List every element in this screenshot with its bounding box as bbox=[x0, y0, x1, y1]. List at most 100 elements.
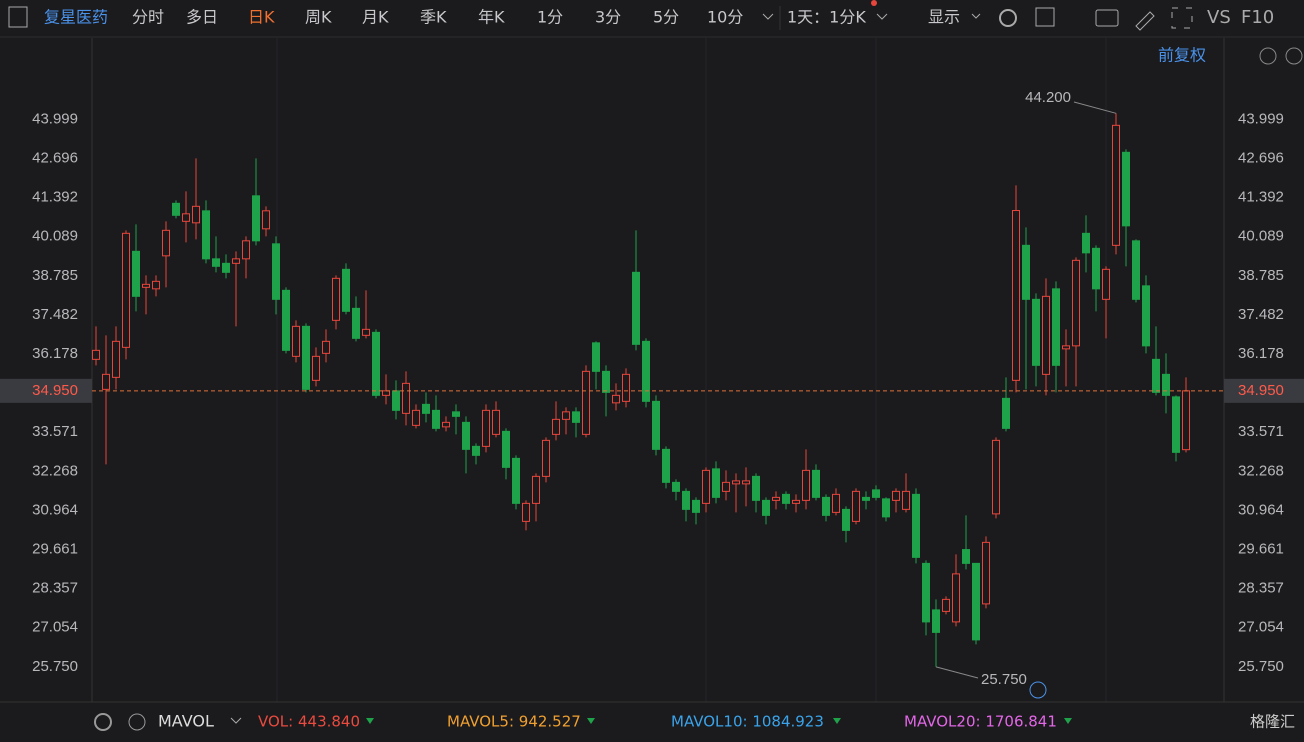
dropdown-arrow bbox=[762, 13, 774, 20]
candle-body bbox=[682, 490, 690, 510]
tab[interactable]: 10分 bbox=[707, 8, 743, 27]
candle-body bbox=[632, 271, 640, 345]
candle-body bbox=[182, 213, 190, 222]
y-tick-label: 25.750 bbox=[32, 658, 78, 675]
candle-body bbox=[762, 499, 770, 516]
candle-body bbox=[342, 268, 350, 312]
fullscreen-icon[interactable] bbox=[1171, 7, 1193, 29]
candle-body bbox=[142, 283, 150, 288]
indicator-name[interactable]: MAVOL bbox=[158, 712, 214, 731]
tab[interactable]: 年K bbox=[478, 8, 505, 27]
candle-body bbox=[812, 469, 820, 498]
candle-body bbox=[452, 411, 460, 417]
candle-body bbox=[132, 250, 140, 297]
camera-icon[interactable] bbox=[1095, 9, 1119, 27]
candle-body bbox=[432, 409, 440, 429]
brand: 格隆汇 bbox=[1250, 713, 1295, 731]
tab[interactable]: 3分 bbox=[595, 8, 621, 27]
candle-body bbox=[932, 609, 940, 633]
tab[interactable]: 分时 bbox=[132, 8, 164, 27]
draw-icon[interactable] bbox=[1135, 11, 1155, 31]
candle-body bbox=[272, 243, 280, 300]
period-select[interactable]: 1天：1分K bbox=[787, 8, 866, 27]
candle-body bbox=[1042, 295, 1050, 375]
candle-body bbox=[1142, 285, 1150, 347]
trend-arrow bbox=[833, 718, 841, 724]
y-tick-label: 41.392 bbox=[32, 189, 78, 206]
candle-body bbox=[172, 202, 180, 216]
dropdown-arrow bbox=[876, 13, 888, 20]
candle-body bbox=[1032, 298, 1040, 366]
candle-body bbox=[1162, 373, 1170, 396]
y-tick-label: 29.661 bbox=[32, 541, 78, 558]
close-icon[interactable] bbox=[128, 713, 146, 731]
candle-body bbox=[772, 496, 780, 501]
price-box bbox=[1224, 378, 1304, 403]
tab[interactable]: 周K bbox=[305, 8, 332, 27]
candle-body bbox=[582, 370, 590, 435]
candle-body bbox=[792, 499, 800, 504]
candle-body bbox=[422, 403, 430, 414]
menu-icon[interactable] bbox=[8, 6, 28, 28]
candle-body bbox=[332, 277, 340, 321]
y-tick-label: 42.696 bbox=[32, 149, 78, 166]
candle-body bbox=[212, 258, 220, 267]
tab[interactable]: 月K bbox=[362, 8, 389, 27]
vs-button[interactable]: VS bbox=[1207, 7, 1231, 28]
settings-icon[interactable] bbox=[999, 9, 1017, 27]
settings-icon[interactable] bbox=[94, 713, 112, 731]
candle-body bbox=[1102, 268, 1110, 300]
candle-body bbox=[1002, 397, 1010, 429]
candle-body bbox=[312, 355, 320, 381]
zoom-out[interactable] bbox=[1259, 47, 1277, 65]
layout-icon[interactable] bbox=[1035, 7, 1055, 27]
tab[interactable]: 5分 bbox=[653, 8, 679, 27]
marker-line bbox=[935, 666, 979, 679]
stock-name[interactable]: 复星医药 bbox=[44, 8, 108, 27]
candle-body bbox=[962, 549, 970, 564]
low-marker-label: 25.750 bbox=[981, 671, 1027, 688]
y-tick-label-right: 42.696 bbox=[1238, 149, 1284, 166]
candle-body bbox=[972, 562, 980, 641]
y-tick-label: 43.999 bbox=[32, 110, 78, 127]
y-tick-label: 30.964 bbox=[32, 501, 78, 518]
candle-body bbox=[192, 205, 200, 224]
y-tick-label-right: 27.054 bbox=[1238, 619, 1284, 636]
y-tick-label-right: 41.392 bbox=[1238, 189, 1284, 206]
candle-body bbox=[512, 457, 520, 504]
candle-body bbox=[782, 493, 790, 504]
candle-body bbox=[222, 262, 230, 273]
candle-body bbox=[302, 325, 310, 390]
candle-body bbox=[1182, 390, 1190, 451]
trend-arrow bbox=[366, 718, 374, 724]
candle-body bbox=[482, 409, 490, 447]
display-menu[interactable]: 显示 bbox=[928, 8, 960, 27]
y-tick-label-right: 32.268 bbox=[1238, 462, 1284, 479]
tab-active[interactable]: 日K bbox=[248, 8, 275, 27]
y-tick-label: 38.785 bbox=[32, 267, 78, 284]
tab[interactable]: 多日 bbox=[186, 8, 218, 27]
y-tick-label-right: 25.750 bbox=[1238, 658, 1284, 675]
candle-body bbox=[372, 331, 380, 396]
candle-body bbox=[852, 490, 860, 522]
y-tick-label: 28.357 bbox=[32, 580, 78, 597]
candle-body bbox=[122, 232, 130, 348]
trend-arrow bbox=[587, 718, 595, 724]
indicator-value: MAVOL20: 1706.841 bbox=[904, 713, 1057, 731]
f10-button[interactable]: F10 bbox=[1241, 7, 1274, 28]
candle-body bbox=[242, 240, 250, 260]
adjust-mode[interactable]: 前复权 bbox=[1158, 46, 1206, 65]
candle-body bbox=[1012, 210, 1020, 381]
tab[interactable]: 1分 bbox=[537, 8, 563, 27]
indicator-value: MAVOL5: 942.527 bbox=[447, 713, 581, 731]
candle-body bbox=[162, 229, 170, 257]
high-marker-label: 44.200 bbox=[1025, 89, 1071, 106]
candle-body bbox=[922, 562, 930, 623]
candle-body bbox=[642, 340, 650, 402]
candle-body bbox=[992, 439, 1000, 515]
notify-dot bbox=[871, 0, 877, 6]
zoom-in[interactable] bbox=[1285, 47, 1303, 65]
tab[interactable]: 季K bbox=[420, 8, 447, 27]
candle-body bbox=[442, 421, 450, 428]
